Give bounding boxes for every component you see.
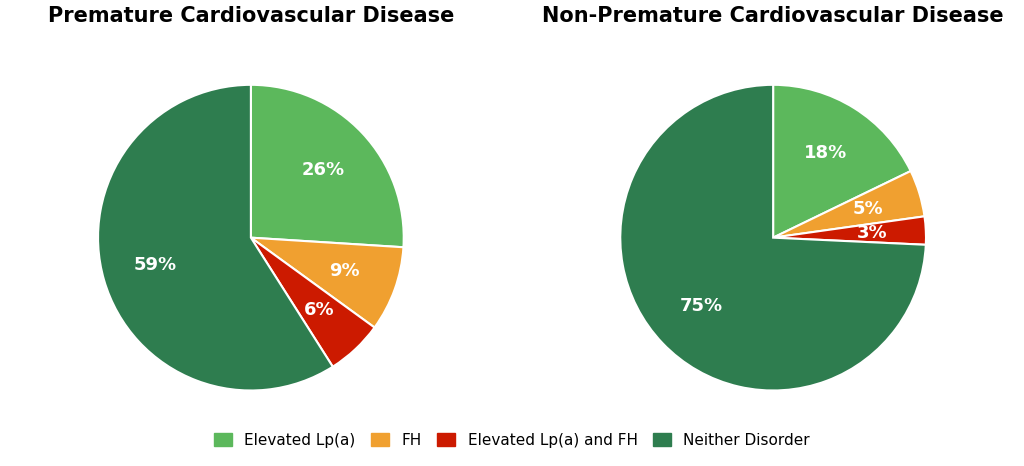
Wedge shape xyxy=(251,238,403,328)
Wedge shape xyxy=(98,85,333,391)
Text: 3%: 3% xyxy=(857,224,888,242)
Text: 9%: 9% xyxy=(329,262,359,281)
Wedge shape xyxy=(773,85,910,238)
Text: 5%: 5% xyxy=(853,200,884,218)
Wedge shape xyxy=(621,85,926,391)
Wedge shape xyxy=(251,238,375,367)
Text: 75%: 75% xyxy=(680,297,723,315)
Wedge shape xyxy=(251,85,403,247)
Title: Premature Cardiovascular Disease: Premature Cardiovascular Disease xyxy=(48,6,454,26)
Text: 6%: 6% xyxy=(303,301,334,319)
Text: 26%: 26% xyxy=(302,161,345,178)
Text: 18%: 18% xyxy=(804,144,848,163)
Text: 59%: 59% xyxy=(134,256,177,274)
Legend: Elevated Lp(a), FH, Elevated Lp(a) and FH, Neither Disorder: Elevated Lp(a), FH, Elevated Lp(a) and F… xyxy=(208,426,816,454)
Title: Non-Premature Cardiovascular Disease: Non-Premature Cardiovascular Disease xyxy=(543,6,1004,26)
Wedge shape xyxy=(773,216,926,245)
Wedge shape xyxy=(773,171,925,238)
